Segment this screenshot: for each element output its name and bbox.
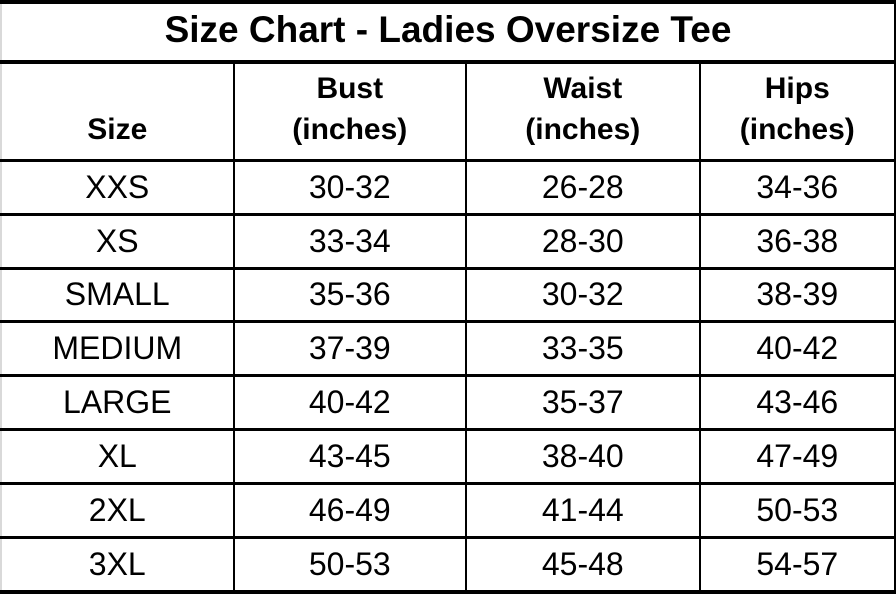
- table-row: MEDIUM 37-39 33-35 40-42: [1, 321, 895, 378]
- hips-cell: 54-57: [698, 537, 895, 592]
- size-cell: MEDIUM: [1, 321, 234, 378]
- size-cell: 3XL: [88, 545, 146, 582]
- column-header-hips-label: Hips: [764, 72, 830, 105]
- header-row: Size Bust (inches) Waist (inches) Hips (…: [1, 62, 895, 162]
- table-row: SMALL 35-36 30-32 38-39: [1, 268, 895, 324]
- title-row: Size Chart - Ladies Oversize Tee: [1, 2, 895, 64]
- hips-cell: 40-42: [698, 321, 895, 378]
- waist-cell: 30-32: [465, 268, 700, 324]
- column-header-waist-unit: (inches): [525, 113, 641, 147]
- table-row: 2XL 46-49 41-44 50-53: [1, 483, 895, 539]
- column-header-waist-label: Waist: [543, 72, 623, 105]
- column-header-bust-unit: (inches): [292, 113, 408, 147]
- bust-cell: 43-45: [232, 429, 467, 486]
- table-row: LARGE 40-42 35-37 43-46: [1, 375, 895, 432]
- table-row: XXS 30-32 26-28 34-36: [1, 160, 895, 216]
- bust-cell: 50-53: [232, 537, 467, 592]
- chart-title: Size Chart - Ladies Oversize Tee: [1, 2, 895, 64]
- waist-cell: 38-40: [465, 429, 700, 486]
- hips-cell: 43-46: [698, 375, 895, 432]
- waist-cell: 26-28: [465, 160, 700, 216]
- waist-cell: 33-35: [465, 321, 700, 378]
- column-header-hips-unit: (inches): [739, 113, 855, 147]
- hips-cell: 47-49: [698, 429, 895, 486]
- column-header-hips: Hips (inches): [698, 62, 895, 162]
- bust-cell: 35-36: [232, 268, 467, 324]
- table-row: 3XL 50-53 45-48 54-57: [1, 537, 895, 592]
- size-cell: XL: [1, 429, 234, 486]
- bust-cell: 46-49: [232, 483, 467, 539]
- column-header-size: Size: [1, 62, 234, 162]
- column-header-waist: Waist (inches): [465, 62, 700, 162]
- waist-cell: 45-48: [465, 537, 700, 592]
- size-cell: SMALL: [1, 268, 234, 324]
- size-cell: XS: [1, 214, 234, 270]
- size-cell: LARGE: [1, 375, 234, 432]
- bust-cell: 37-39: [232, 321, 467, 378]
- table-row: XS 33-34 28-30 36-38: [1, 214, 895, 270]
- table-row: XL 43-45 38-40 47-49: [1, 429, 895, 486]
- hips-cell: 36-38: [698, 214, 895, 270]
- bust-cell: 40-42: [232, 375, 467, 432]
- hips-cell: 50-53: [698, 483, 895, 539]
- waist-cell: 28-30: [465, 214, 700, 270]
- waist-cell: 41-44: [465, 483, 700, 539]
- size-cell: 2XL: [1, 483, 234, 539]
- column-header-bust: Bust (inches): [232, 62, 467, 162]
- size-cell: XXS: [1, 160, 234, 216]
- column-header-bust-label: Bust: [316, 72, 384, 105]
- bust-cell: 33-34: [232, 214, 467, 270]
- waist-cell: 35-37: [465, 375, 700, 432]
- hips-cell: 34-36: [698, 160, 895, 216]
- column-header-size-label: Size: [87, 113, 148, 147]
- bust-cell: 30-32: [232, 160, 467, 216]
- hips-cell: 38-39: [698, 268, 895, 324]
